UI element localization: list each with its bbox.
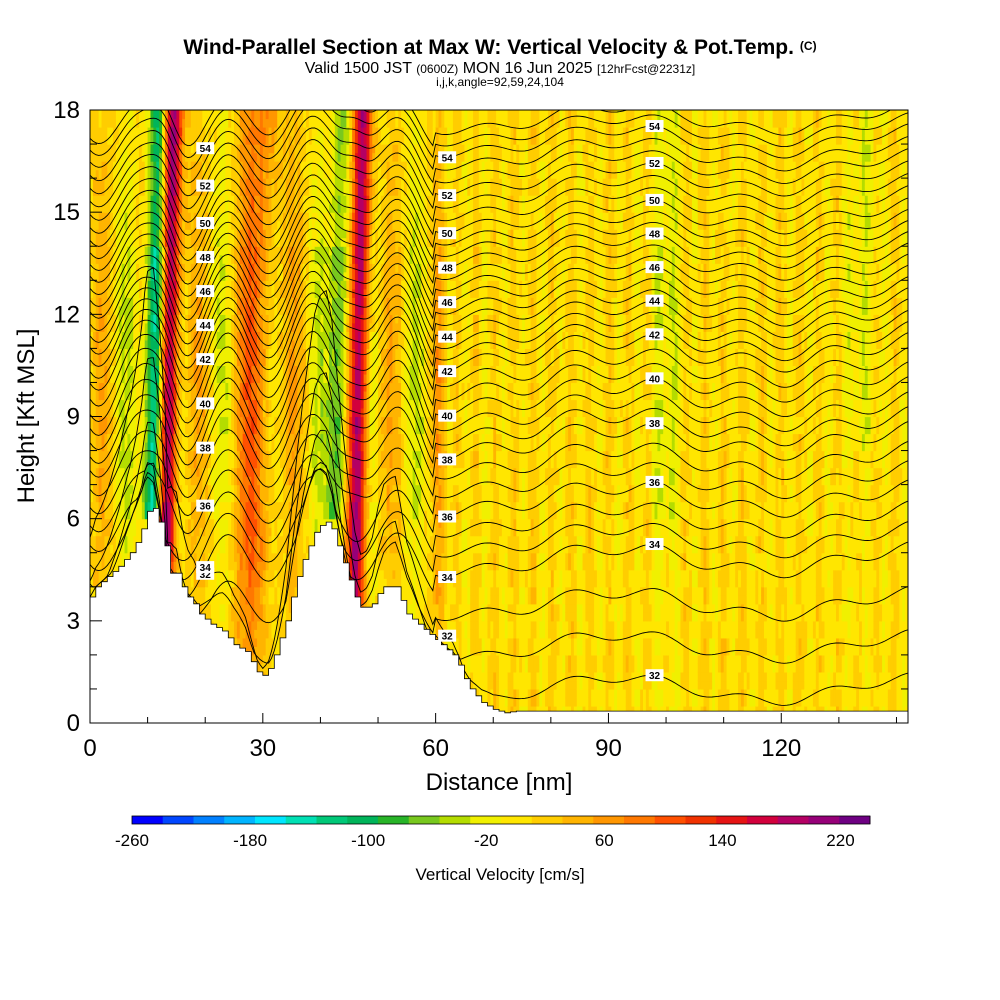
cross-section-chart: 3232323434343636363838384040404242424444… bbox=[0, 0, 1000, 1000]
